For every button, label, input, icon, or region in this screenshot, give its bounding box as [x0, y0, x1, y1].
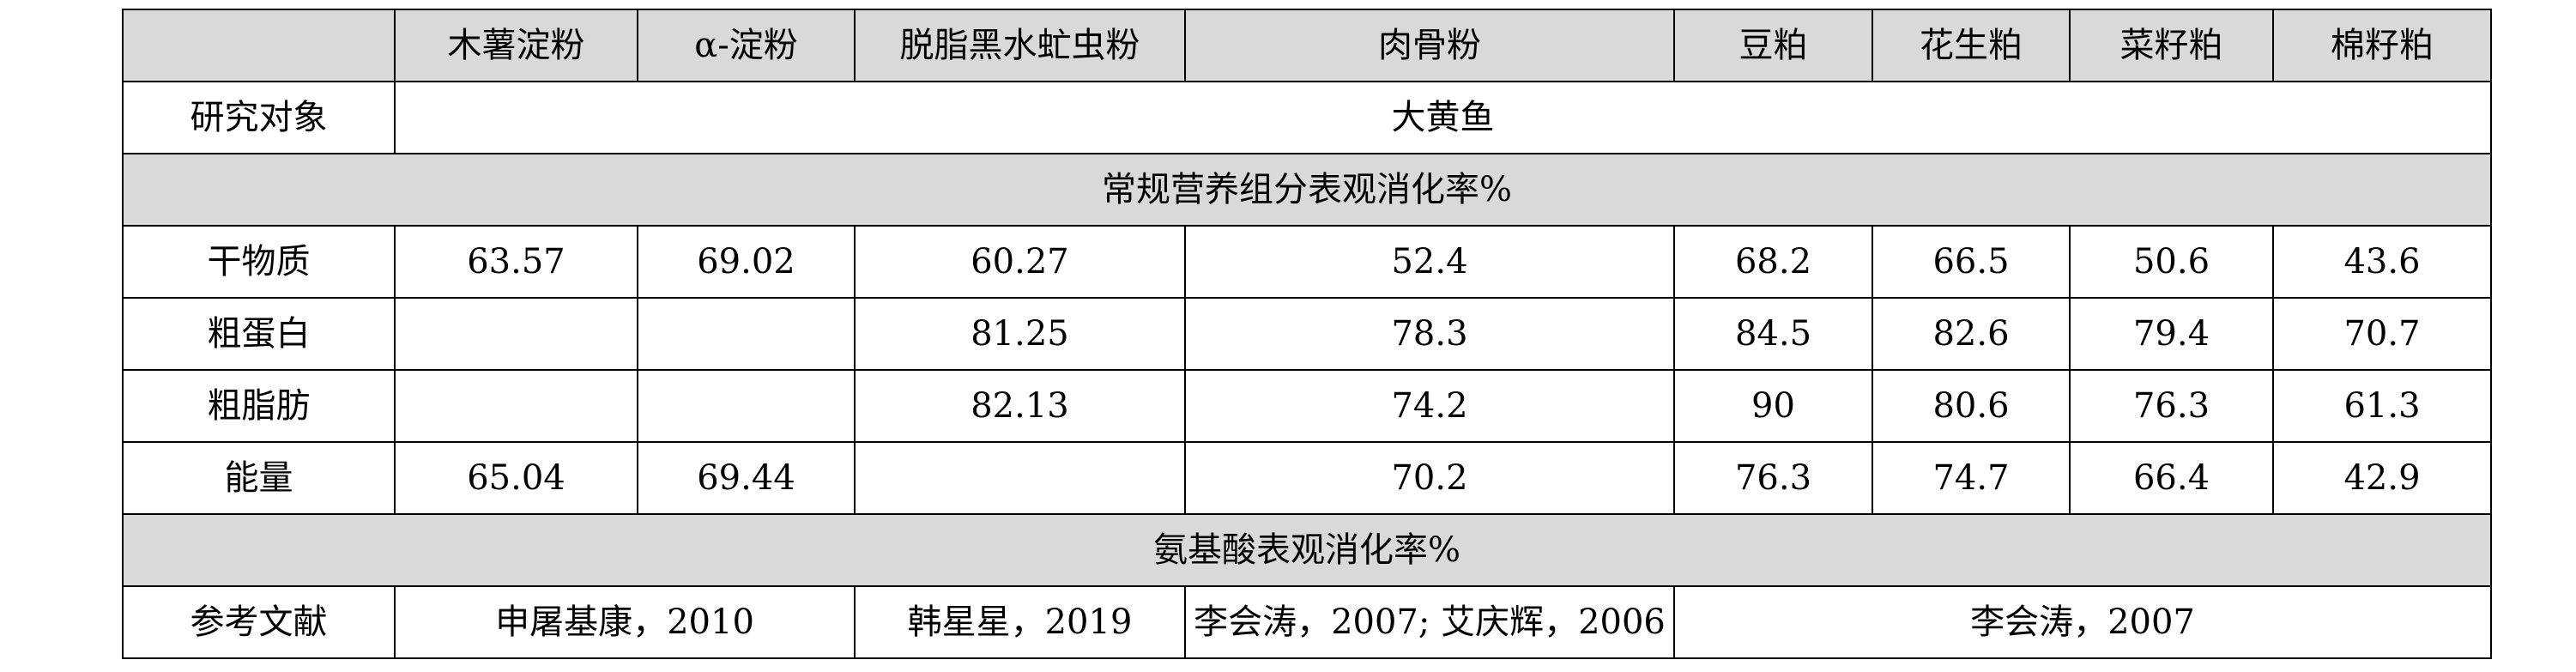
- table-cell: [637, 297, 856, 371]
- reference-cell-1: 申屠基康，2010: [394, 585, 856, 659]
- table-cell: 66.5: [1872, 225, 2071, 299]
- table-cell: 81.25: [854, 297, 1186, 371]
- header-rapeseed-meal: 菜籽粕: [2069, 9, 2274, 82]
- table-cell: 78.3: [1184, 297, 1675, 371]
- table-container: 木薯淀粉 α-淀粉 脱脂黑水虻虫粉 肉骨粉 豆粕 花生粕 菜籽粕 棉籽粕 研究对…: [122, 9, 2492, 659]
- table-cell: 66.4: [2069, 441, 2274, 515]
- header-alpha-starch: α-淀粉: [637, 9, 856, 82]
- row-label: 干物质: [122, 225, 396, 299]
- table-cell: 82.13: [854, 369, 1186, 443]
- table-cell: 70.2: [1184, 441, 1675, 515]
- subject-row: 研究对象 大黄鱼: [122, 81, 2492, 154]
- table-cell: 69.02: [637, 225, 856, 299]
- table-cell: 76.3: [2069, 369, 2274, 443]
- table-cell: 74.2: [1184, 369, 1675, 443]
- section-title-amino-acid: 氨基酸表观消化率%: [122, 513, 2492, 587]
- table-row: 干物质 63.57 69.02 60.27 52.4 68.2 66.5 50.…: [122, 225, 2492, 299]
- reference-cell-4: 李会涛，2007: [1673, 585, 2492, 659]
- table-row: 能量 65.04 69.44 70.2 76.3 74.7 66.4 42.9: [122, 441, 2492, 515]
- row-label: 粗蛋白: [122, 297, 396, 371]
- table-cell: 74.7: [1872, 441, 2071, 515]
- row-label: 能量: [122, 441, 396, 515]
- reference-cell-3: 李会涛，2007; 艾庆辉，2006: [1184, 585, 1675, 659]
- row-label: 粗脂肪: [122, 369, 396, 443]
- table-cell: 50.6: [2069, 225, 2274, 299]
- table-cell: 43.6: [2272, 225, 2492, 299]
- table-cell: 68.2: [1673, 225, 1873, 299]
- table-cell: 61.3: [2272, 369, 2492, 443]
- section-title-conventional: 常规营养组分表观消化率%: [122, 153, 2492, 227]
- header-corner-cell: [122, 9, 396, 82]
- table-row: 粗蛋白 81.25 78.3 84.5 82.6 79.4 70.7: [122, 297, 2492, 371]
- subject-value: 大黄鱼: [394, 81, 2492, 154]
- table-cell: [637, 369, 856, 443]
- header-cassava-starch: 木薯淀粉: [394, 9, 638, 82]
- table-cell: 80.6: [1872, 369, 2071, 443]
- section-row-conventional: 常规营养组分表观消化率%: [122, 153, 2492, 227]
- table-cell: [854, 441, 1186, 515]
- subject-label: 研究对象: [122, 81, 396, 154]
- table-cell: 82.6: [1872, 297, 2071, 371]
- header-peanut-meal: 花生粕: [1872, 9, 2071, 82]
- table-cell: 52.4: [1184, 225, 1675, 299]
- table-cell: 90: [1673, 369, 1873, 443]
- table-cell: 79.4: [2069, 297, 2274, 371]
- header-cottonseed-meal: 棉籽粕: [2272, 9, 2492, 82]
- digestibility-table: 木薯淀粉 α-淀粉 脱脂黑水虻虫粉 肉骨粉 豆粕 花生粕 菜籽粕 棉籽粕 研究对…: [122, 9, 2492, 659]
- table-cell: 84.5: [1673, 297, 1873, 371]
- table-cell: 65.04: [394, 441, 638, 515]
- table-cell: 63.57: [394, 225, 638, 299]
- table-cell: 70.7: [2272, 297, 2492, 371]
- table-cell: [394, 297, 638, 371]
- header-defatted-bsf-meal: 脱脂黑水虻虫粉: [854, 9, 1186, 82]
- header-meat-bone-meal: 肉骨粉: [1184, 9, 1675, 82]
- table-cell: 60.27: [854, 225, 1186, 299]
- table-cell: 42.9: [2272, 441, 2492, 515]
- references-label: 参考文献: [122, 585, 396, 659]
- table-cell: 76.3: [1673, 441, 1873, 515]
- table-cell: 69.44: [637, 441, 856, 515]
- header-row: 木薯淀粉 α-淀粉 脱脂黑水虻虫粉 肉骨粉 豆粕 花生粕 菜籽粕 棉籽粕: [122, 9, 2492, 82]
- header-soybean-meal: 豆粕: [1673, 9, 1873, 82]
- reference-cell-2: 韩星星，2019: [854, 585, 1186, 659]
- references-row: 参考文献 申屠基康，2010 韩星星，2019 李会涛，2007; 艾庆辉，20…: [122, 585, 2492, 659]
- section-row-amino-acid: 氨基酸表观消化率%: [122, 513, 2492, 587]
- table-cell: [394, 369, 638, 443]
- table-row: 粗脂肪 82.13 74.2 90 80.6 76.3 61.3: [122, 369, 2492, 443]
